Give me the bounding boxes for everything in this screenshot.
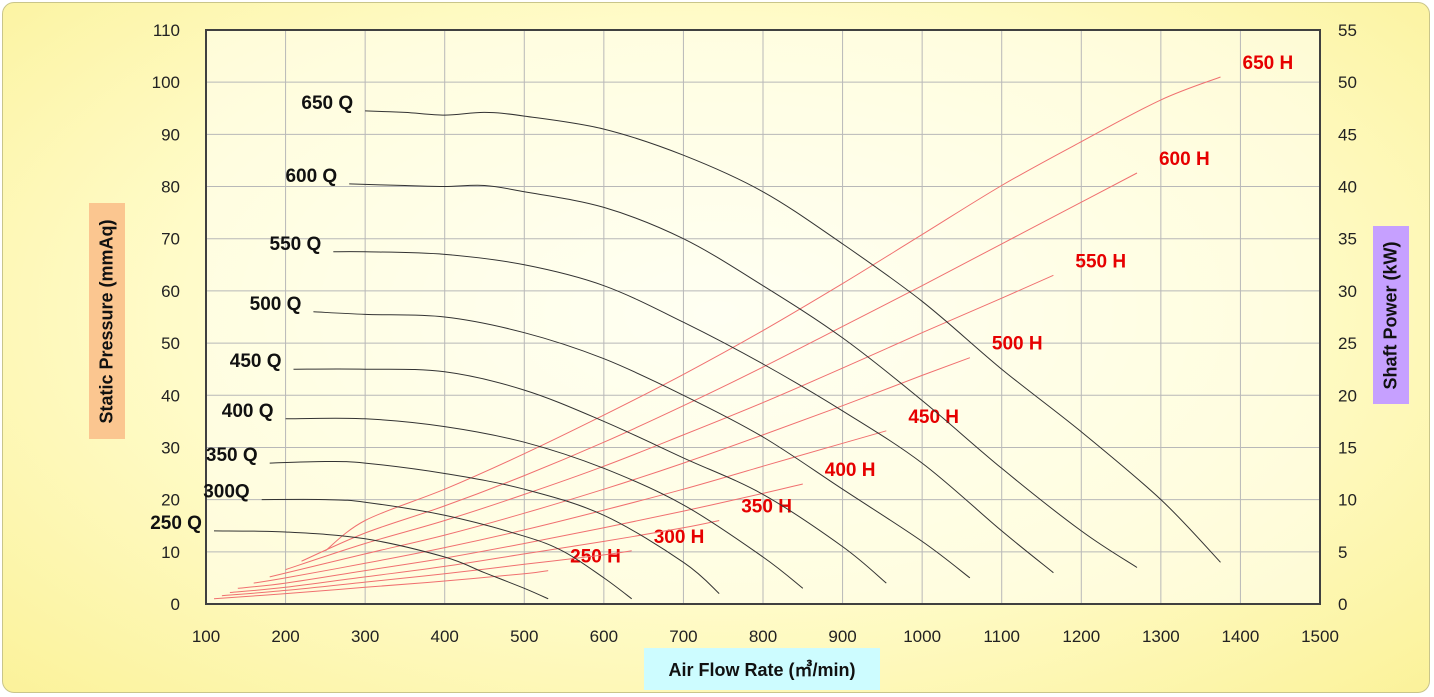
power-curve-550h <box>285 274 1054 571</box>
y2-tick-label: 20 <box>1338 386 1357 405</box>
y2-tick-label: 25 <box>1338 334 1357 353</box>
pressure-curve-400q <box>285 417 804 589</box>
y-tick-label: 10 <box>161 543 180 562</box>
y-tick-label: 30 <box>161 438 180 457</box>
x-tick-label: 400 <box>431 627 459 646</box>
y2-tick-label: 35 <box>1338 230 1357 249</box>
x-tick-label: 700 <box>669 627 697 646</box>
pressure-curve-500q <box>313 311 971 579</box>
y-tick-label: 0 <box>171 595 180 614</box>
plot-border <box>205 29 1321 605</box>
x-tick-label: 100 <box>192 627 220 646</box>
y-axis-label-left-text: Static Pressure (mmAq) <box>96 218 117 424</box>
y2-tick-label: 50 <box>1338 73 1357 92</box>
y2-tick-label: 0 <box>1338 595 1347 614</box>
pressure-curve-450q <box>293 368 887 584</box>
pressure-curve-600q <box>349 183 1138 568</box>
power-curve-label: 550 H <box>1075 251 1126 272</box>
y-tick-label: 50 <box>161 334 180 353</box>
x-tick-label: 800 <box>749 627 777 646</box>
y-tick-label: 80 <box>161 178 180 197</box>
x-tick-label: 1200 <box>1062 627 1100 646</box>
y2-tick-label: 30 <box>1338 282 1357 301</box>
pressure-curve-label: 250 Q <box>150 513 202 534</box>
power-curve-label: 350 H <box>741 497 792 518</box>
x-tick-label: 1500 <box>1301 627 1339 646</box>
y-tick-label: 70 <box>161 230 180 249</box>
y-tick-label: 40 <box>161 386 180 405</box>
pressure-curve-label: 550 Q <box>270 234 322 255</box>
x-tick-label: 600 <box>590 627 618 646</box>
power-curve-label: 500 H <box>992 334 1043 355</box>
power-curve-label: 450 H <box>908 407 959 428</box>
pressure-curve-350q <box>269 460 720 594</box>
x-tick-label: 1100 <box>983 627 1020 646</box>
pressure-curve-label: 400 Q <box>222 401 274 422</box>
y-tick-label: 90 <box>161 125 180 144</box>
pressure-curve-label: 350 Q <box>206 445 258 466</box>
power-curve-label: 600 H <box>1159 149 1210 170</box>
pressure-curve-250q <box>213 530 549 600</box>
pressure-curve-550q <box>333 251 1054 574</box>
y-tick-label: 110 <box>153 21 180 40</box>
power-curve-500h <box>269 357 971 578</box>
x-tick-label: 300 <box>351 627 379 646</box>
power-curve-label: 400 H <box>825 460 876 481</box>
power-curve-400h <box>237 483 803 589</box>
power-curve-300h <box>221 550 632 597</box>
y2-tick-label: 55 <box>1338 21 1357 40</box>
x-tick-label: 500 <box>510 627 538 646</box>
power-curve-label: 650 H <box>1243 53 1294 74</box>
y-tick-label: 100 <box>152 73 180 92</box>
pressure-curve-650q <box>365 110 1221 563</box>
y-axis-label-left: Static Pressure (mmAq) <box>89 203 125 439</box>
pressure-curve-label: 600 Q <box>285 166 337 187</box>
pressure-curve-label: 450 Q <box>230 351 282 372</box>
power-curve-350h <box>229 520 720 593</box>
power-curve-650h <box>325 76 1221 552</box>
x-tick-label: 900 <box>828 627 856 646</box>
y-axis-label-right-text: Shaft Power (kW) <box>1380 240 1401 390</box>
y2-tick-label: 40 <box>1338 178 1357 197</box>
pressure-curve-label: 300Q <box>203 482 249 503</box>
x-tick-label: 1300 <box>1142 627 1180 646</box>
y-tick-label: 20 <box>161 491 180 510</box>
pressure-curve-label: 500 Q <box>250 294 302 315</box>
pressure-curve-label: 650 Q <box>301 93 353 114</box>
x-tick-label: 200 <box>271 627 299 646</box>
x-axis-label-text: Air Flow Rate (㎥/min) <box>668 660 856 680</box>
y2-tick-label: 5 <box>1338 543 1347 562</box>
y2-tick-label: 15 <box>1338 438 1357 457</box>
x-tick-label: 1400 <box>1222 627 1260 646</box>
power-curve-250h <box>213 570 549 600</box>
power-curve-600h <box>301 172 1138 562</box>
y-axis-label-right: Shaft Power (kW) <box>1373 226 1409 404</box>
pressure-curve-300q <box>261 498 633 600</box>
y2-tick-label: 10 <box>1338 491 1357 510</box>
x-tick-label: 1000 <box>903 627 941 646</box>
y-tick-label: 60 <box>161 282 180 301</box>
y2-tick-label: 45 <box>1338 125 1357 144</box>
x-axis-label: Air Flow Rate (㎥/min) <box>644 648 880 690</box>
power-curve-label: 250 H <box>570 547 621 568</box>
power-curve-label: 300 H <box>654 527 705 548</box>
